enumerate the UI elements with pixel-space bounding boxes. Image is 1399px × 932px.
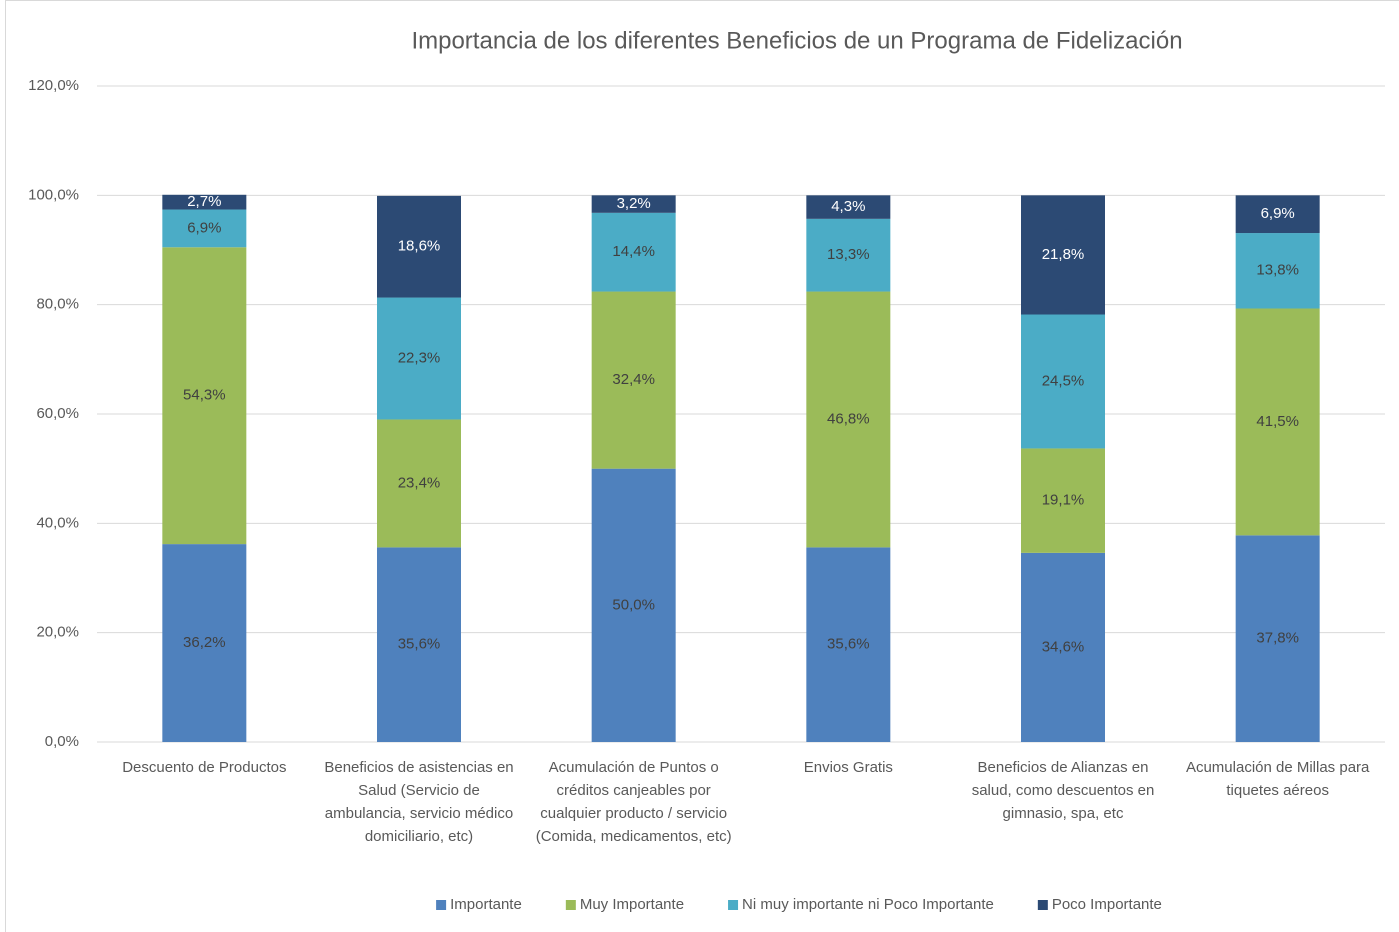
x-tick-label: Descuento de Productos <box>122 759 286 776</box>
chart-title: Importancia de los diferentes Beneficios… <box>411 27 1182 54</box>
bar-segment <box>1235 535 1320 742</box>
legend-swatch <box>565 900 576 910</box>
x-tick-label: Acumulación de Puntos o créditos canjeabl… <box>536 759 732 845</box>
label-line: Acumulación de Millas para <box>1186 759 1370 776</box>
data-label: 2,7% <box>187 193 221 210</box>
label-line: Beneficios de Alianzas en <box>978 759 1149 776</box>
x-tick-label: Beneficios de Alianzas en salud, como des… <box>972 759 1155 822</box>
data-label: 18,6% <box>398 238 441 255</box>
bar-segment <box>806 291 891 548</box>
data-label: 6,9% <box>1261 205 1295 222</box>
legend-swatch <box>1037 900 1048 910</box>
bar-segment <box>162 194 247 210</box>
data-label: 13,8% <box>1256 262 1299 279</box>
bar-segment <box>591 212 676 292</box>
label-line: domiciliario, etc) <box>365 828 473 845</box>
data-label: 36,2% <box>183 634 226 651</box>
bar-segment <box>806 547 891 742</box>
data-label: 6,9% <box>187 219 221 236</box>
bar-segment <box>1235 233 1320 309</box>
legend-swatch <box>728 900 739 910</box>
label-line: Envios Gratis <box>804 759 893 776</box>
data-label: 14,4% <box>612 243 655 260</box>
bar-segment <box>1021 314 1105 449</box>
bar-segment <box>162 209 247 248</box>
data-label: 35,6% <box>398 636 441 653</box>
label-line: tiquetes aéreos <box>1226 782 1329 799</box>
label-line: (Comida, medicamentos, etc) <box>536 828 732 845</box>
bar-segment <box>162 247 247 545</box>
data-label: 23,4% <box>398 474 441 491</box>
y-tick-label: 0,0% <box>45 733 79 750</box>
data-label: 19,1% <box>1042 492 1085 509</box>
bar-segment <box>1235 195 1320 234</box>
bar-segment <box>377 297 461 420</box>
bar-segment <box>377 547 461 742</box>
data-label: 50,0% <box>612 596 655 613</box>
data-label: 46,8% <box>827 410 870 427</box>
y-tick-label: 100,0% <box>28 186 79 203</box>
y-tick-label: 40,0% <box>36 514 79 531</box>
data-label: 24,5% <box>1042 372 1085 389</box>
legend-swatch <box>436 900 447 910</box>
bar-segment <box>377 195 461 298</box>
legend-label: Ni muy importante ni Poco Importante <box>742 896 994 913</box>
y-tick-label: 120,0% <box>28 77 79 94</box>
legend-label: Muy Importante <box>580 896 684 913</box>
x-tick-label: Beneficios de asistencias en Salud (Servi… <box>324 759 513 845</box>
data-label: 54,3% <box>183 387 226 404</box>
label-line: Beneficios de asistencias en <box>324 759 513 776</box>
data-label: 13,3% <box>827 246 870 263</box>
y-tick-label: 60,0% <box>36 405 79 422</box>
bar-segment <box>377 419 461 548</box>
bar-segment <box>1021 448 1105 553</box>
bar-segment <box>1021 195 1105 315</box>
label-line: Descuento de Productos <box>122 759 286 776</box>
label-line: Acumulación de Puntos o <box>549 759 719 776</box>
data-label: 4,3% <box>831 198 865 215</box>
bar-segment <box>1235 308 1320 536</box>
data-label: 22,3% <box>398 349 441 366</box>
label-line: Salud (Servicio de <box>358 782 480 799</box>
legend-label: Poco Importante <box>1052 896 1162 913</box>
legend: Importante Muy Importante Ni muy important… <box>436 896 1162 913</box>
data-label: 37,8% <box>1256 630 1299 647</box>
x-tick-label: Acumulación de Millas para tiquetes aéreo… <box>1186 759 1370 799</box>
legend-label: Importante <box>450 896 522 913</box>
label-line: créditos canjeables por <box>557 782 711 799</box>
y-tick-label: 20,0% <box>36 624 79 641</box>
data-label: 41,5% <box>1256 413 1299 430</box>
data-label: 34,6% <box>1042 638 1085 655</box>
bar-segment <box>162 544 247 742</box>
bar-segment <box>1021 552 1105 742</box>
bar-segment <box>591 468 676 742</box>
data-label: 3,2% <box>617 195 651 212</box>
label-line: cualquier producto / servicio <box>540 805 727 822</box>
bar-segment <box>806 218 891 292</box>
label-line: gimnasio, spa, etc <box>1003 805 1124 822</box>
bar-segment <box>806 195 891 219</box>
bar-segment <box>591 291 676 469</box>
x-tick-label: Envios Gratis <box>804 759 893 776</box>
label-line: ambulancia, servicio médico <box>325 805 513 822</box>
label-line: salud, como descuentos en <box>972 782 1155 799</box>
data-label: 21,8% <box>1042 246 1085 263</box>
bar-segment <box>591 195 676 213</box>
y-tick-label: 80,0% <box>36 296 79 313</box>
data-label: 32,4% <box>612 371 655 388</box>
data-label: 35,6% <box>827 636 870 653</box>
